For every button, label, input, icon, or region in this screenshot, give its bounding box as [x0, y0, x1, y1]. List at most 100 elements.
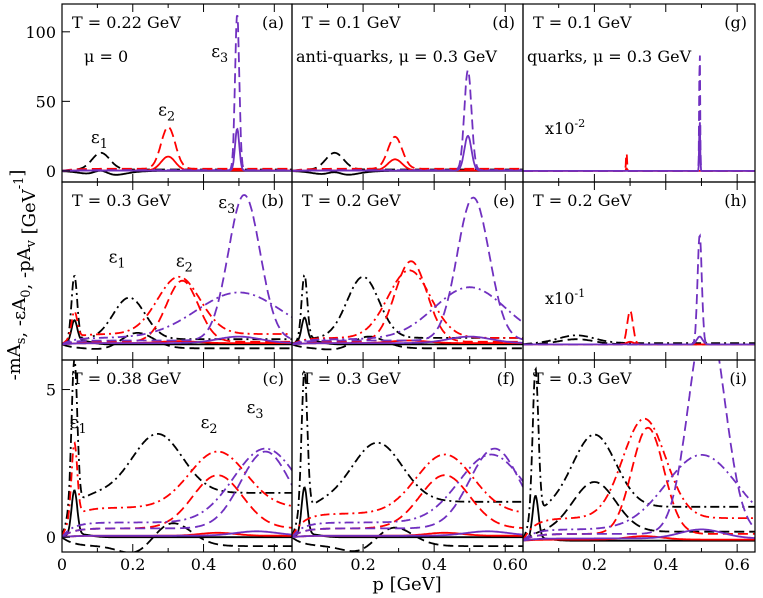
x-tick-label: 0.4	[191, 555, 216, 574]
series-line	[523, 535, 755, 542]
series-line	[62, 489, 292, 539]
series-group	[62, 360, 292, 552]
series-line	[523, 528, 755, 542]
series-line	[523, 360, 755, 542]
series-line	[292, 68, 523, 172]
x-tick-label: 0	[287, 555, 297, 574]
x-tick-label: 0.4	[653, 555, 678, 574]
panel-label: (g)	[724, 13, 747, 32]
y-tick-label: 0	[46, 528, 56, 547]
panel-h: (h) T = 0.2 GeV x10-1	[522, 181, 756, 361]
y-tick-label: 50	[36, 92, 56, 111]
series-group	[523, 360, 755, 542]
panel-annotation: T = 0.2 GeV	[533, 191, 632, 210]
panel-annotation: anti-quarks, μ = 0.3 GeV	[296, 47, 497, 66]
series-line	[62, 441, 292, 538]
x-tick-label: 0	[518, 555, 528, 574]
epsilon-label: ε1	[109, 248, 126, 272]
x-tick-label: 0.2	[582, 555, 607, 574]
series-line	[62, 530, 292, 539]
x-tick-label: 0.2	[350, 555, 375, 574]
panel-annotation: quarks, μ = 0.3 GeV	[527, 47, 692, 66]
series-line	[62, 126, 292, 172]
panel-g: (g) T = 0.1 GeV quarks, μ = 0.3 GeV x10-2	[522, 3, 756, 183]
panel-annotation: T = 0.2 GeV	[302, 191, 401, 210]
panel-annotation: T = 0.3 GeV	[302, 369, 401, 388]
series-line	[523, 151, 755, 172]
series-line	[62, 194, 292, 346]
panel-a: 0 50 100 (a) T = 0.22 GeV μ = 0 ε1 ε2 ε3	[25, 3, 293, 183]
y-tick-label: 0	[46, 162, 56, 181]
panel-c: 0 0.2 0.4 0.6 0 5 (c) T = 0.38 GeV ε1 ε2 ε3	[46, 359, 293, 574]
x-tick-label: 0.6	[724, 555, 749, 574]
series-line	[292, 453, 523, 538]
panel-annotation: x10-1	[545, 287, 585, 308]
series-line	[292, 260, 523, 346]
series-line	[62, 127, 292, 172]
series-group	[62, 194, 292, 350]
panel-label: (a)	[262, 13, 284, 32]
panel-annotation: T = 0.38 GeV	[72, 369, 181, 388]
panel-label: (d)	[492, 13, 515, 32]
panel-label: (e)	[493, 191, 515, 210]
series-line	[523, 309, 755, 346]
series-line	[292, 474, 523, 538]
series-line	[292, 453, 523, 538]
panel-annotation: μ = 0	[84, 47, 128, 66]
series-line	[62, 274, 292, 346]
panel-label: (c)	[263, 369, 284, 388]
series-line	[292, 273, 523, 346]
series-line	[523, 366, 755, 541]
panel-annotation: T = 0.1 GeV	[533, 13, 632, 32]
series-line	[523, 122, 755, 172]
series-line	[292, 134, 523, 172]
x-tick-label: 0.6	[493, 555, 518, 574]
x-axis-label: p [GeV]	[372, 574, 441, 595]
series-line	[292, 196, 523, 346]
series-line	[62, 360, 292, 538]
series-group	[292, 68, 523, 176]
series-line	[523, 338, 755, 346]
series-line	[292, 335, 523, 346]
series-line	[62, 279, 292, 346]
series-group	[523, 233, 755, 346]
series-line	[292, 269, 523, 346]
series-line	[62, 332, 292, 350]
series-line	[292, 486, 523, 539]
series-line	[62, 450, 292, 538]
panel-label: (f)	[497, 369, 515, 388]
y-tick-label: 5	[46, 381, 56, 400]
epsilon-label: ε2	[158, 100, 175, 124]
epsilon-label: ε1	[70, 413, 87, 437]
epsilon-label: ε2	[176, 251, 193, 275]
series-line	[292, 335, 523, 351]
epsilon-label: ε1	[91, 128, 108, 152]
panel-annotation: T = 0.1 GeV	[302, 13, 401, 32]
panel-label: (i)	[729, 369, 747, 388]
series-line	[62, 474, 292, 538]
x-tick-label: 0.2	[120, 555, 145, 574]
epsilon-label: ε3	[218, 193, 235, 217]
series-line	[523, 335, 755, 346]
series-line	[62, 275, 292, 346]
series-group	[523, 55, 755, 172]
series-line	[292, 135, 523, 172]
series-group	[292, 368, 523, 552]
panel-frame	[522, 359, 756, 553]
panel-b: (b) T = 0.3 GeV ε1 ε2 ε3	[61, 181, 293, 361]
series-line	[523, 481, 755, 542]
y-tick-label: 100	[25, 23, 56, 42]
series-line	[62, 447, 292, 538]
epsilon-label: ε2	[201, 413, 218, 437]
panel-e: (e) T = 0.2 GeV	[291, 181, 524, 361]
x-tick-label: 0	[57, 555, 67, 574]
panel-label: (h)	[724, 191, 747, 210]
series-line	[523, 55, 755, 172]
panel-f: 0 0.2 0.4 0.6 (f) T = 0.3 GeV	[287, 359, 524, 574]
series-line	[523, 334, 755, 346]
epsilon-label: ε3	[247, 398, 264, 422]
epsilon-label: ε3	[211, 42, 228, 66]
panel-label: (b)	[261, 191, 284, 210]
